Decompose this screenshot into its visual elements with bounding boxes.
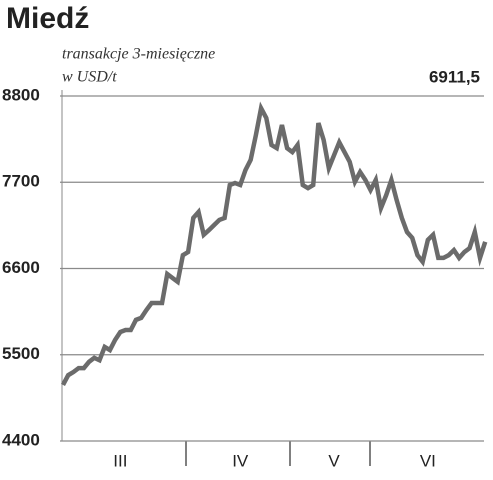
price-line (61, 101, 488, 386)
y-tick-label: 5500 (2, 344, 40, 363)
chart-title: Miedź (6, 2, 89, 35)
x-tick-label: III (113, 451, 127, 470)
x-tick-label: V (328, 451, 340, 470)
y-tick-label: 4400 (2, 430, 40, 449)
subtitle: transakcje 3-miesięczne (62, 46, 215, 63)
annotation: 6911,5 (429, 67, 480, 86)
x-tick-label: IV (232, 451, 249, 470)
x-tick-label: VI (420, 451, 436, 470)
y-tick-label: 8800 (2, 85, 40, 104)
subtitle: w USD/t (62, 69, 117, 86)
y-tick-label: 7700 (2, 172, 40, 191)
y-tick-label: 6600 (2, 258, 40, 277)
